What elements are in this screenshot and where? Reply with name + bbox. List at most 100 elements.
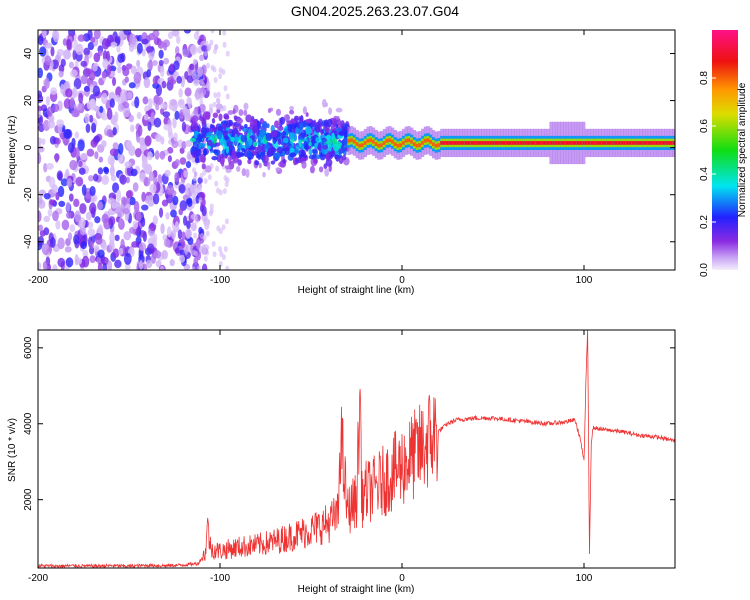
heatmap-cell: [213, 92, 218, 99]
heatmap-cell: [112, 142, 119, 150]
heatmap-cell: [67, 232, 73, 241]
heatmap-cell: [579, 141, 583, 145]
heatmap-cell: [209, 107, 214, 114]
heatmap-cell: [211, 155, 218, 161]
heatmap-cell: [489, 141, 493, 145]
heatmap-cell: [212, 251, 217, 258]
heatmap-cell: [120, 89, 128, 101]
heatmap-cell: [132, 182, 139, 192]
heatmap-cell: [295, 121, 301, 129]
heatmap-cell: [142, 157, 148, 168]
heatmap-cell: [69, 159, 78, 171]
heatmap-cell: [65, 168, 70, 179]
heatmap-cell: [38, 67, 43, 79]
heatmap-cell: [204, 165, 212, 173]
heatmap-cell: [322, 144, 329, 150]
heatmap-cell: [157, 40, 165, 49]
heatmap-cell: [366, 138, 370, 143]
heatmap-cell: [258, 162, 262, 169]
heatmap-cell: [79, 153, 88, 160]
colorbar-tick-label: 0.6: [699, 119, 710, 133]
x-tick-label: 100: [576, 573, 593, 584]
heatmap-cell: [80, 60, 87, 67]
heatmap-cell: [181, 121, 187, 132]
heatmap-cell: [133, 71, 142, 84]
heatmap-cell: [262, 121, 268, 129]
heatmap-cell: [63, 98, 72, 109]
heatmap-cell: [337, 150, 343, 155]
heatmap-cell: [205, 249, 210, 256]
heatmap-cell: [154, 150, 160, 160]
heatmap-cell: [598, 141, 602, 145]
heatmap-cell: [215, 97, 220, 104]
heatmap-cell: [475, 141, 479, 145]
heatmap-cell: [325, 152, 330, 162]
heatmap-cell: [287, 123, 293, 133]
heatmap-cell: [182, 48, 190, 58]
bottom-xlabel: Height of straight line (km): [298, 584, 415, 595]
heatmap-cell: [69, 97, 75, 109]
heatmap-cell: [58, 70, 64, 78]
heatmap-cell: [590, 141, 594, 145]
heatmap-cell: [89, 202, 97, 215]
heatmap-cell: [114, 111, 119, 123]
heatmap-cell: [198, 197, 203, 204]
heatmap-cell: [147, 199, 153, 207]
heatmap-cell: [251, 124, 259, 134]
heatmap-cell: [130, 65, 137, 75]
heatmap-cell: [214, 180, 219, 187]
heatmap-cell: [565, 141, 569, 145]
heatmap-cell: [308, 154, 316, 160]
heatmap-cell: [281, 131, 286, 137]
heatmap-cell: [205, 230, 210, 237]
heatmap-cell: [212, 66, 217, 73]
heatmap-cell: [125, 176, 130, 184]
heatmap-cell: [321, 137, 325, 146]
heatmap-cell: [203, 177, 208, 184]
heatmap-cell: [198, 142, 206, 148]
heatmap-cell: [374, 142, 378, 146]
heatmap-cell: [634, 141, 638, 145]
heatmap-cell: [293, 115, 299, 122]
heatmap-cell: [191, 266, 196, 270]
heatmap-cell: [124, 161, 132, 169]
heatmap-cell: [60, 58, 66, 68]
heatmap-cell: [315, 123, 321, 133]
heatmap-cell: [203, 147, 207, 157]
heatmap-cell: [609, 141, 613, 145]
heatmap-cell: [138, 260, 144, 270]
heatmap-cell: [664, 141, 668, 145]
heatmap-cell: [167, 146, 174, 154]
heatmap-cell: [161, 199, 169, 207]
heatmap-cell: [56, 119, 65, 128]
heatmap-cell: [500, 141, 504, 145]
heatmap-cell: [167, 155, 172, 163]
heatmap-cell: [341, 126, 347, 132]
heatmap-cell: [505, 141, 509, 145]
heatmap-cell: [183, 170, 188, 178]
heatmap-cell: [503, 141, 507, 145]
heatmap-cell: [404, 138, 408, 143]
heatmap-cell: [57, 257, 66, 268]
heatmap-cell: [666, 141, 671, 145]
heatmap-cell: [341, 155, 347, 161]
heatmap-cell: [74, 147, 80, 160]
heatmap-cell: [38, 94, 44, 104]
heatmap-cell: [259, 128, 266, 138]
heatmap-cell: [202, 111, 210, 120]
heatmap-cell: [241, 147, 245, 153]
heatmap-cell: [198, 246, 203, 253]
heatmap-cell: [193, 257, 199, 266]
heatmap-cell: [617, 141, 621, 145]
heatmap-cell: [434, 143, 438, 148]
heatmap-cell: [232, 108, 236, 115]
heatmap-cell: [215, 165, 220, 172]
heatmap-cell: [58, 200, 66, 208]
heatmap-cell: [236, 165, 241, 172]
heatmap-cell: [304, 126, 312, 135]
heatmap-cell: [102, 58, 109, 70]
heatmap-cell: [122, 105, 131, 118]
heatmap-cell: [149, 183, 157, 194]
heatmap-cell: [94, 151, 99, 160]
heatmap-cell: [227, 110, 234, 115]
